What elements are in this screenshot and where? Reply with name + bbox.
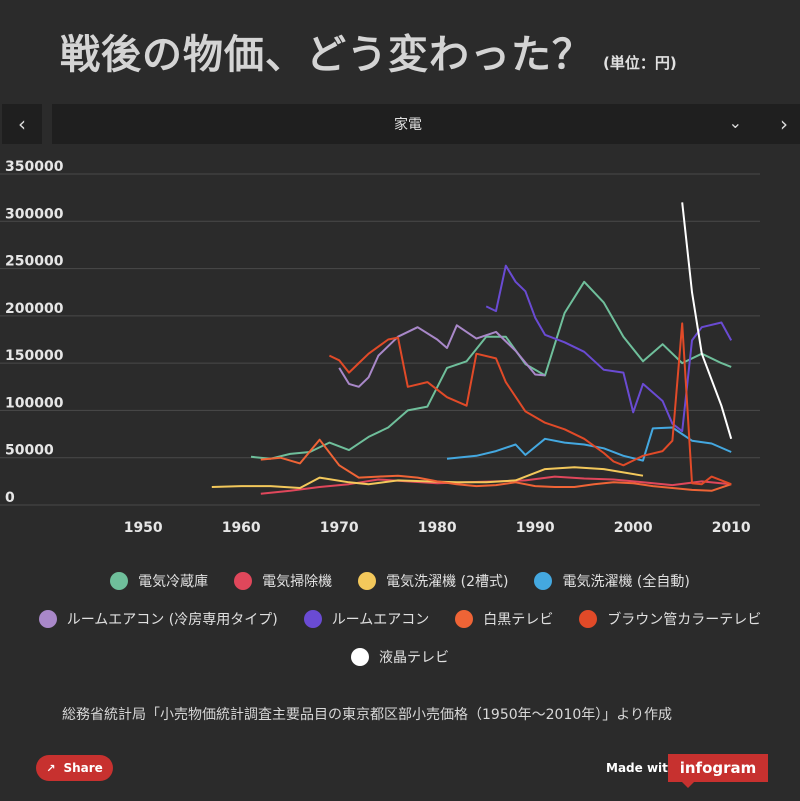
y-tick-label: 200000 — [5, 301, 64, 317]
logo-tail — [680, 780, 696, 788]
legend-label: ブラウン管カラーテレビ — [607, 612, 762, 628]
x-axis: 1950 1960 1970 1980 1990 2000 2010 — [124, 520, 751, 536]
legend-dot-icon — [358, 572, 377, 590]
legend-dot-icon — [38, 610, 57, 628]
legend-item[interactable]: 電気掃除機 — [234, 571, 332, 591]
legend-item[interactable]: 電気洗濯機 (全自動) — [534, 571, 690, 591]
next-button[interactable]: › — [764, 104, 800, 144]
series-line-8[interactable] — [681, 202, 733, 440]
select-value: 家電 — [394, 117, 422, 133]
legend-dot-icon — [455, 610, 474, 628]
legend-item[interactable]: ブラウン管カラーテレビ — [579, 609, 761, 629]
legend-item[interactable]: 液晶テレビ — [351, 647, 449, 667]
legend-dot-icon — [110, 572, 129, 590]
grid-lines — [0, 173, 760, 506]
series-line-5[interactable] — [485, 264, 733, 433]
chevron-left-icon: ‹ — [18, 112, 26, 136]
legend-item[interactable]: ルームエアコン (冷房専用タイプ) — [38, 609, 278, 629]
infogram-logo[interactable]: infogram — [668, 754, 768, 782]
prev-button[interactable]: ‹ — [2, 104, 42, 144]
y-tick-label: 350000 — [5, 159, 64, 175]
legend-label: 電気洗濯機 (2槽式) — [386, 574, 509, 590]
legend-item[interactable]: 電気冷蔵庫 — [110, 571, 208, 591]
legend-label: 電気掃除機 — [262, 574, 333, 590]
y-tick-label: 0 — [5, 490, 15, 506]
x-tick-label: 1970 — [320, 520, 359, 536]
x-tick-label: 1980 — [418, 520, 457, 536]
legend-dot-icon — [234, 572, 253, 590]
legend-item[interactable]: 電気洗濯機 (2槽式) — [358, 571, 508, 591]
series-lines — [211, 202, 733, 495]
chevron-right-icon: › — [780, 112, 788, 136]
legend-label: 液晶テレビ — [379, 650, 449, 666]
title-text: 戦後の物価、どう変わった？ — [60, 32, 593, 78]
legend-label: 電気冷蔵庫 — [138, 574, 209, 590]
series-line-0[interactable] — [250, 280, 732, 460]
series-line-4[interactable] — [338, 324, 546, 388]
legend-label: 電気洗濯機 (全自動) — [562, 574, 690, 590]
legend-dot-icon — [579, 610, 598, 628]
chevron-down-icon: ⌄ — [728, 113, 742, 132]
legend-dot-icon — [303, 610, 322, 628]
x-tick-label: 1950 — [124, 520, 163, 536]
x-tick-label: 1960 — [222, 520, 261, 536]
legend-item[interactable]: ルームエアコン — [303, 609, 430, 629]
y-axis: 0 50000 100000 150000 200000 250000 300000 3500… — [5, 159, 64, 506]
page-title: 戦後の物価、どう変わった？ (単位：円) — [60, 22, 677, 80]
x-tick-label: 2010 — [712, 520, 751, 536]
share-button[interactable]: ↗ Share — [36, 755, 113, 781]
y-tick-label: 50000 — [5, 443, 54, 459]
legend-label: 白黒テレビ — [483, 612, 554, 628]
series-line-6[interactable] — [260, 438, 732, 492]
line-chart: 0 50000 100000 150000 200000 250000 300000 3500… — [0, 159, 760, 536]
y-tick-label: 100000 — [5, 395, 64, 411]
made-with-label: Made with — [606, 761, 677, 775]
legend-label: ルームエアコン (冷房専用タイプ) — [66, 612, 278, 628]
x-tick-label: 1990 — [516, 520, 555, 536]
legend: 電気冷蔵庫 電気掃除機 電気洗濯機 (2槽式) 電気洗濯機 (全自動) ルームエアコン … — [0, 562, 800, 676]
legend-dot-icon — [534, 572, 553, 590]
legend-dot-icon — [351, 648, 369, 666]
y-tick-label: 300000 — [5, 206, 64, 222]
y-tick-label: 150000 — [5, 348, 64, 364]
legend-row: 液晶テレビ — [0, 638, 800, 676]
legend-row: ルームエアコン (冷房専用タイプ) ルームエアコン 白黒テレビ ブラウン管カラーテレビ — [0, 600, 800, 638]
x-tick-label: 2000 — [614, 520, 653, 536]
legend-item[interactable]: 白黒テレビ — [455, 609, 553, 629]
series-line-2[interactable] — [211, 466, 644, 489]
source-note: 総務省統計局「小売物価統計調査主要品目の東京都区部小売価格（1950年～2010… — [62, 707, 672, 723]
category-select[interactable]: 家電 ⌄ — [52, 104, 764, 144]
y-tick-label: 250000 — [5, 254, 64, 270]
share-label: Share — [63, 761, 103, 775]
unit-label: (単位：円) — [603, 54, 677, 72]
legend-label: ルームエアコン — [331, 612, 430, 628]
series-line-7[interactable] — [328, 322, 732, 486]
legend-row: 電気冷蔵庫 電気掃除機 電気洗濯機 (2槽式) 電気洗濯機 (全自動) — [0, 562, 800, 600]
share-icon: ↗ — [46, 761, 56, 775]
